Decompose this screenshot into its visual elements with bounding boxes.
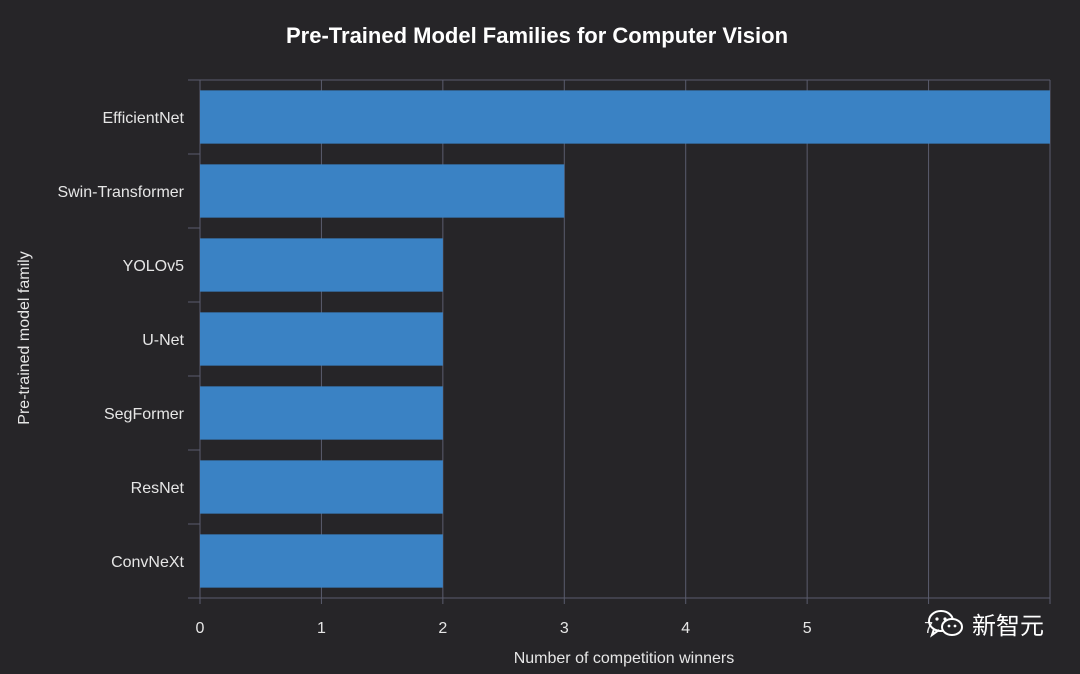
x-tick-label: 1: [317, 620, 326, 637]
bar-convnext: [200, 534, 443, 588]
bar-swin-transformer: [200, 164, 565, 218]
x-axis-label: Number of competition winners: [514, 650, 735, 667]
y-tick-label: ResNet: [131, 480, 185, 497]
y-tick-label: SegFormer: [104, 406, 185, 423]
y-tick-label: Swin-Transformer: [57, 184, 184, 201]
watermark: 新智元: [928, 606, 1044, 641]
y-tick-label: U-Net: [142, 332, 184, 349]
x-tick-label: 4: [681, 620, 690, 637]
watermark-text: 新智元: [972, 612, 1044, 640]
bar-yolov5: [200, 238, 443, 292]
bar-resnet: [200, 460, 443, 514]
y-tick-label: YOLOv5: [123, 258, 184, 275]
bars: [200, 90, 1050, 588]
x-tick-label: 3: [560, 620, 569, 637]
bar-segformer: [200, 386, 443, 440]
y-axis-ticks: EfficientNet Swin-Transformer YOLOv5 U-Net S…: [57, 110, 184, 571]
y-tick-label: ConvNeXt: [111, 554, 184, 571]
x-tick-label: 7: [924, 620, 933, 637]
chart-title: Pre-Trained Model Families for Computer …: [286, 23, 788, 48]
x-axis-ticks: 0 1 2 3 4 5 7: [196, 620, 934, 637]
bar-u-net: [200, 312, 443, 366]
bar-efficientnet: [200, 90, 1050, 144]
x-tick-label: 2: [438, 620, 447, 637]
y-tick-label: EfficientNet: [102, 110, 184, 127]
x-tick-label: 5: [803, 620, 812, 637]
wechat-icon: [928, 609, 963, 638]
y-axis-label: Pre-trained model family: [16, 251, 33, 424]
x-tick-label: 0: [196, 620, 205, 637]
